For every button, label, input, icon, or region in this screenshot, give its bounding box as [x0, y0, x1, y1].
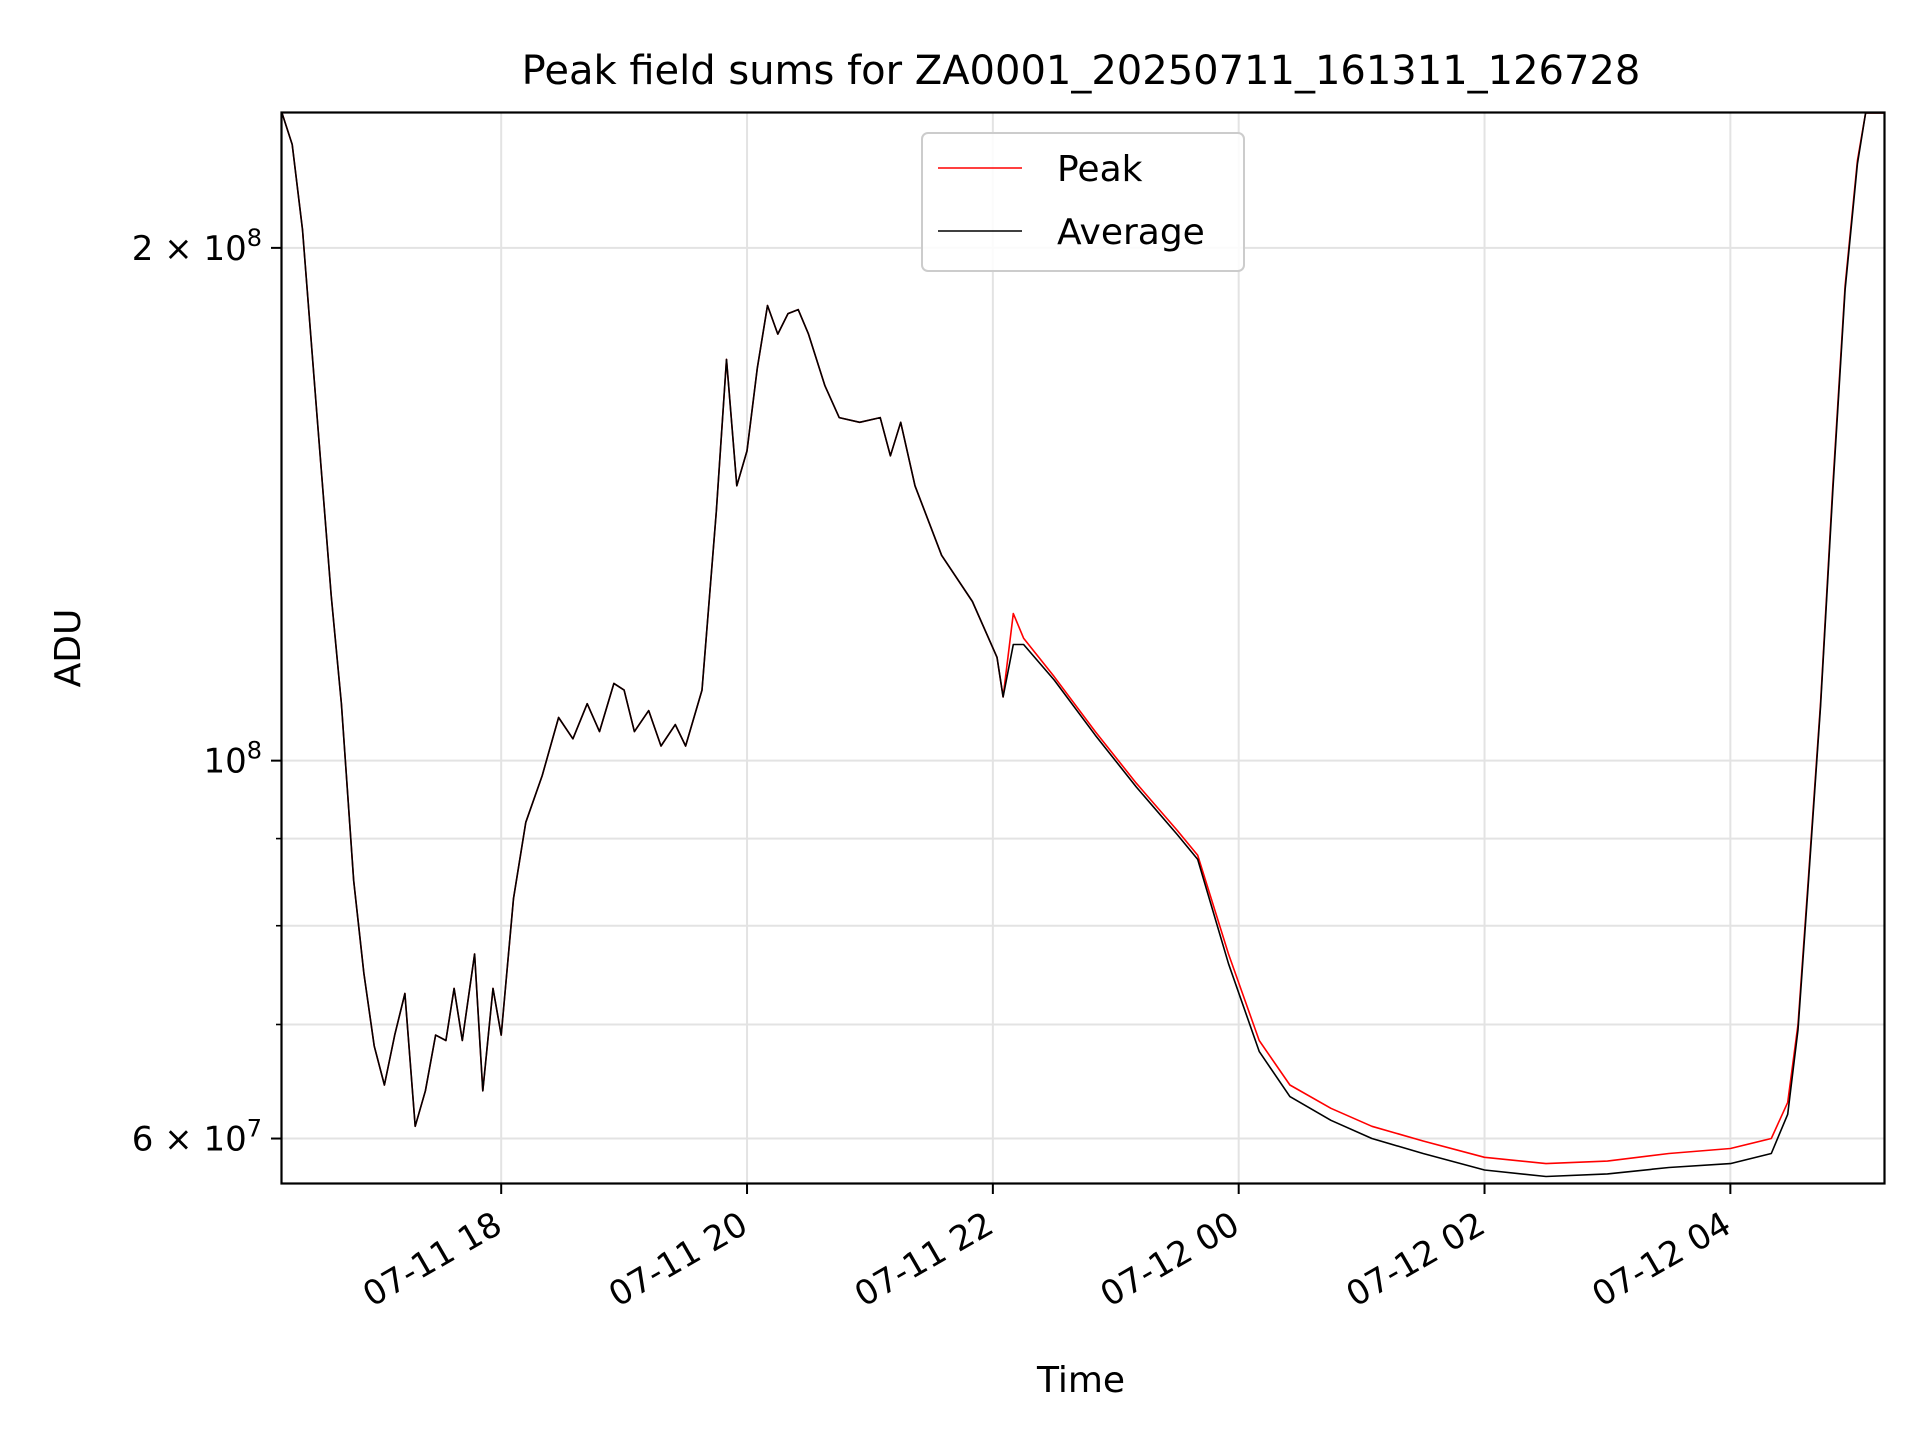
series-layer	[282, 113, 1884, 1178]
x-tick-label: 07-11 20	[602, 1204, 754, 1315]
y-axis: 108 6 × 107 2 × 108	[132, 224, 282, 1160]
x-tick-label: 07-12 00	[1094, 1204, 1246, 1315]
x-tick-label: 07-12 04	[1585, 1204, 1737, 1315]
x-tick-label: 07-12 02	[1340, 1204, 1492, 1315]
y-tick-label: 2 × 108	[132, 224, 262, 269]
y-tick-label: 6 × 107	[132, 1115, 262, 1160]
plot-frame	[280, 111, 1886, 1185]
x-tick-label: 07-11 22	[848, 1204, 1000, 1315]
y-tick-label: 108	[203, 737, 262, 782]
legend: Peak Average	[921, 132, 1245, 272]
x-axis: 07-11 18 07-11 20 07-11 22 07-12 00 07-12 02…	[356, 1183, 1738, 1315]
chart-title: Peak field sums for ZA0001_20250711_1613…	[522, 48, 1641, 94]
legend-label-peak: Peak	[1057, 149, 1143, 190]
legend-label-average: Average	[1057, 212, 1205, 253]
y-axis-label: ADU	[48, 609, 89, 688]
x-axis-label: Time	[1036, 1360, 1125, 1401]
series-line-average	[282, 113, 1884, 1178]
x-tick-label: 07-11 18	[356, 1204, 508, 1315]
grid	[282, 113, 1884, 1183]
